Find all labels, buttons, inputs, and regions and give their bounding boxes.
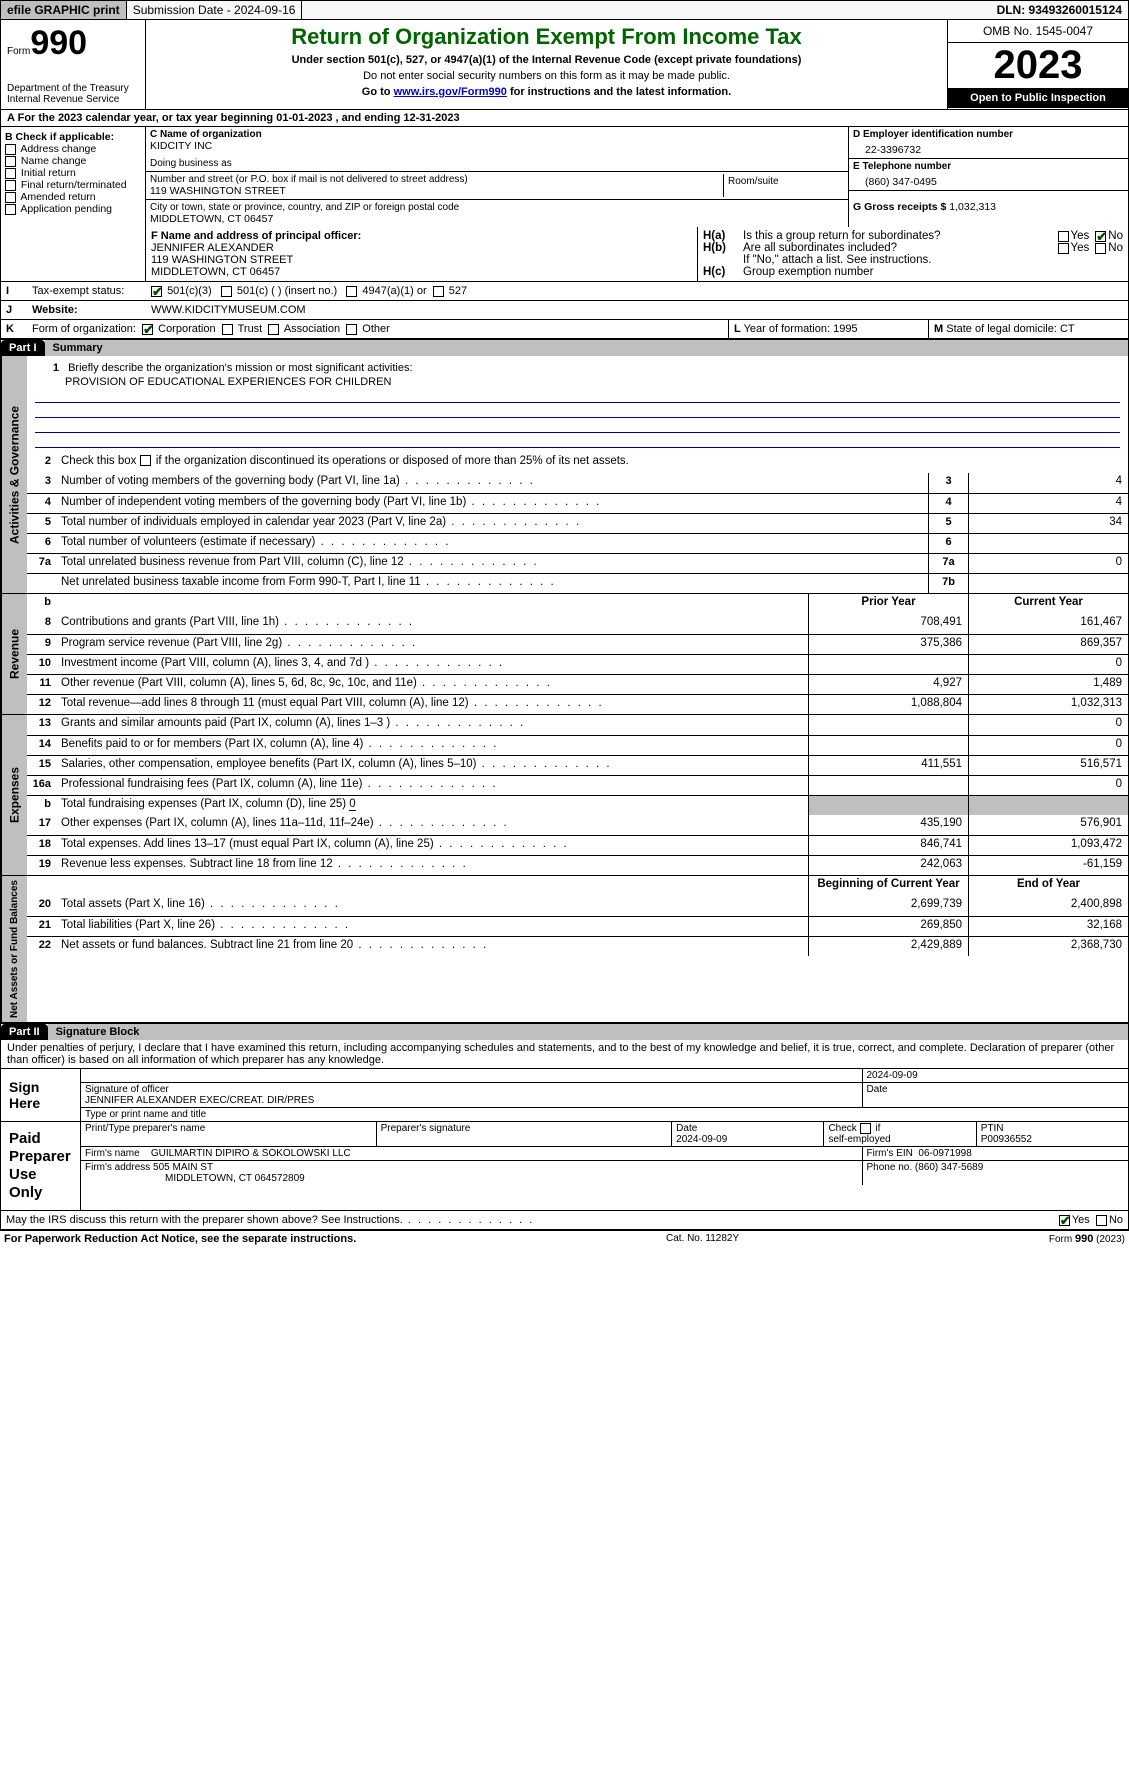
domicile: CT [1060, 323, 1075, 335]
form-number: 990 [30, 24, 87, 62]
firm-ein: 06-0971998 [918, 1148, 971, 1159]
ha-no-checkbox[interactable] [1095, 231, 1106, 242]
omb-number: OMB No. 1545-0047 [948, 20, 1128, 43]
submission-date: Submission Date - 2024-09-16 [127, 1, 303, 19]
goto-prefix: Go to [362, 86, 394, 98]
tax-year: 2023 [948, 43, 1128, 88]
officer-name: JENNIFER ALEXANDER [151, 242, 692, 254]
governance-section: Activities & Governance 1 Briefly descri… [0, 356, 1129, 594]
boxb-item: Application pending [5, 203, 141, 215]
discuss-no-checkbox[interactable] [1096, 1215, 1107, 1226]
year-formation: 1995 [833, 323, 857, 335]
page-footer: For Paperwork Reduction Act Notice, see … [0, 1230, 1129, 1247]
boxb-item: Name change [5, 155, 141, 167]
table-row: 22Net assets or fund balances. Subtract … [27, 936, 1128, 956]
boxb-item: Address change [5, 143, 141, 155]
tax-year-range: For the 2023 calendar year, or tax year … [18, 112, 460, 124]
mission-text: PROVISION OF EDUCATIONAL EXPERIENCES FOR… [35, 376, 391, 388]
table-row: 18Total expenses. Add lines 13–17 (must … [27, 835, 1128, 855]
table-row: 21Total liabilities (Part X, line 26)269… [27, 916, 1128, 936]
table-row: 6Total number of volunteers (estimate if… [27, 533, 1128, 553]
part1-header: Part I Summary [0, 339, 1129, 356]
paid-preparer-block: Paid Preparer Use Only Print/Type prepar… [0, 1122, 1129, 1211]
form-header: Form990 Department of the Treasury Inter… [0, 20, 1129, 110]
table-row: 7aTotal unrelated business revenue from … [27, 553, 1128, 573]
open-public: Open to Public Inspection [948, 88, 1128, 108]
sign-here-block: Sign Here 2024-09-09 Signature of office… [0, 1069, 1129, 1122]
table-row: 13Grants and similar amounts paid (Part … [27, 715, 1128, 735]
city-state-zip: MIDDLETOWN, CT 06457 [150, 213, 844, 225]
table-row: 9Program service revenue (Part VIII, lin… [27, 634, 1128, 654]
form-subtitle: Under section 501(c), 527, or 4947(a)(1)… [152, 54, 941, 66]
discuss-row: May the IRS discuss this return with the… [0, 1211, 1129, 1230]
table-row: 12Total revenue—add lines 8 through 11 (… [27, 694, 1128, 714]
table-row: 11Other revenue (Part VIII, column (A), … [27, 674, 1128, 694]
hb-yes-checkbox[interactable] [1058, 243, 1069, 254]
table-row: 20Total assets (Part X, line 16)2,699,73… [27, 896, 1128, 916]
ptin: P00936552 [981, 1134, 1032, 1145]
line-a: A For the 2023 calendar year, or tax yea… [0, 110, 1129, 127]
table-row: 8Contributions and grants (Part VIII, li… [27, 614, 1128, 634]
ha-yes-checkbox[interactable] [1058, 231, 1069, 242]
officer-signature: JENNIFER ALEXANDER EXEC/CREAT. DIR/PRES [85, 1095, 858, 1106]
table-row: 15Salaries, other compensation, employee… [27, 755, 1128, 775]
table-row: 5Total number of individuals employed in… [27, 513, 1128, 533]
street-address: 119 WASHINGTON STREET [150, 185, 723, 197]
gross-receipts: 1,032,313 [949, 201, 996, 213]
firm-name: GUILMARTIN DIPIRO & SOKOLOWSKI LLC [151, 1148, 351, 1159]
org-name: KIDCITY INC [150, 140, 844, 152]
tax-status-row: I Tax-exempt status: 501(c)(3) 501(c) ( … [0, 282, 1129, 301]
irs-link[interactable]: www.irs.gov/Form990 [394, 86, 507, 98]
table-row: 10Investment income (Part VIII, column (… [27, 654, 1128, 674]
part2-header: Part II Signature Block [0, 1023, 1129, 1040]
hb-no-checkbox[interactable] [1095, 243, 1106, 254]
website-url: WWW.KIDCITYMUSEUM.COM [146, 301, 1128, 319]
table-row: 3Number of voting members of the governi… [27, 473, 1128, 493]
form-title: Return of Organization Exempt From Incom… [152, 24, 941, 50]
boxb-item: Final return/terminated [5, 179, 141, 191]
phone: (860) 347-0495 [853, 172, 1124, 188]
boxb-item: Amended return [5, 191, 141, 203]
dept-treasury: Department of the Treasury Internal Reve… [7, 83, 139, 105]
netassets-section: Net Assets or Fund Balances Beginning of… [0, 876, 1129, 1023]
officer-group-block: F Name and address of principal officer:… [0, 227, 1129, 282]
expenses-section: Expenses 13Grants and similar amounts pa… [0, 715, 1129, 876]
table-row: 16aProfessional fundraising fees (Part I… [27, 775, 1128, 795]
discuss-yes-checkbox[interactable] [1059, 1215, 1070, 1226]
website-row: J Website: WWW.KIDCITYMUSEUM.COM [0, 301, 1129, 320]
revenue-section: Revenue b Prior Year Current Year 8Contr… [0, 594, 1129, 715]
box-b: B Check if applicable: Address change Na… [1, 127, 146, 227]
boxb-item: Initial return [5, 167, 141, 179]
firm-phone: (860) 347-5689 [915, 1162, 983, 1173]
dln-number: DLN: 93493260015124 [991, 1, 1128, 19]
table-row: 14Benefits paid to or for members (Part … [27, 735, 1128, 755]
501c3-checkbox[interactable] [151, 286, 162, 297]
top-bar: efile GRAPHIC print Submission Date - 20… [0, 0, 1129, 20]
goto-suffix: for instructions and the latest informat… [510, 86, 731, 98]
table-row: 17Other expenses (Part IX, column (A), l… [27, 815, 1128, 835]
efile-badge: efile GRAPHIC print [1, 1, 127, 19]
table-row: Net unrelated business taxable income fr… [27, 573, 1128, 593]
ssn-note: Do not enter social security numbers on … [152, 70, 941, 82]
table-row: 4Number of independent voting members of… [27, 493, 1128, 513]
corp-checkbox[interactable] [142, 324, 153, 335]
perjury-statement: Under penalties of perjury, I declare th… [0, 1040, 1129, 1069]
ein: 22-3396732 [853, 140, 1124, 156]
table-row: 19Revenue less expenses. Subtract line 1… [27, 855, 1128, 875]
entity-info-block: B Check if applicable: Address change Na… [0, 127, 1129, 227]
form-prefix: Form [7, 46, 30, 57]
form-org-row: K Form of organization: Corporation Trus… [0, 320, 1129, 339]
